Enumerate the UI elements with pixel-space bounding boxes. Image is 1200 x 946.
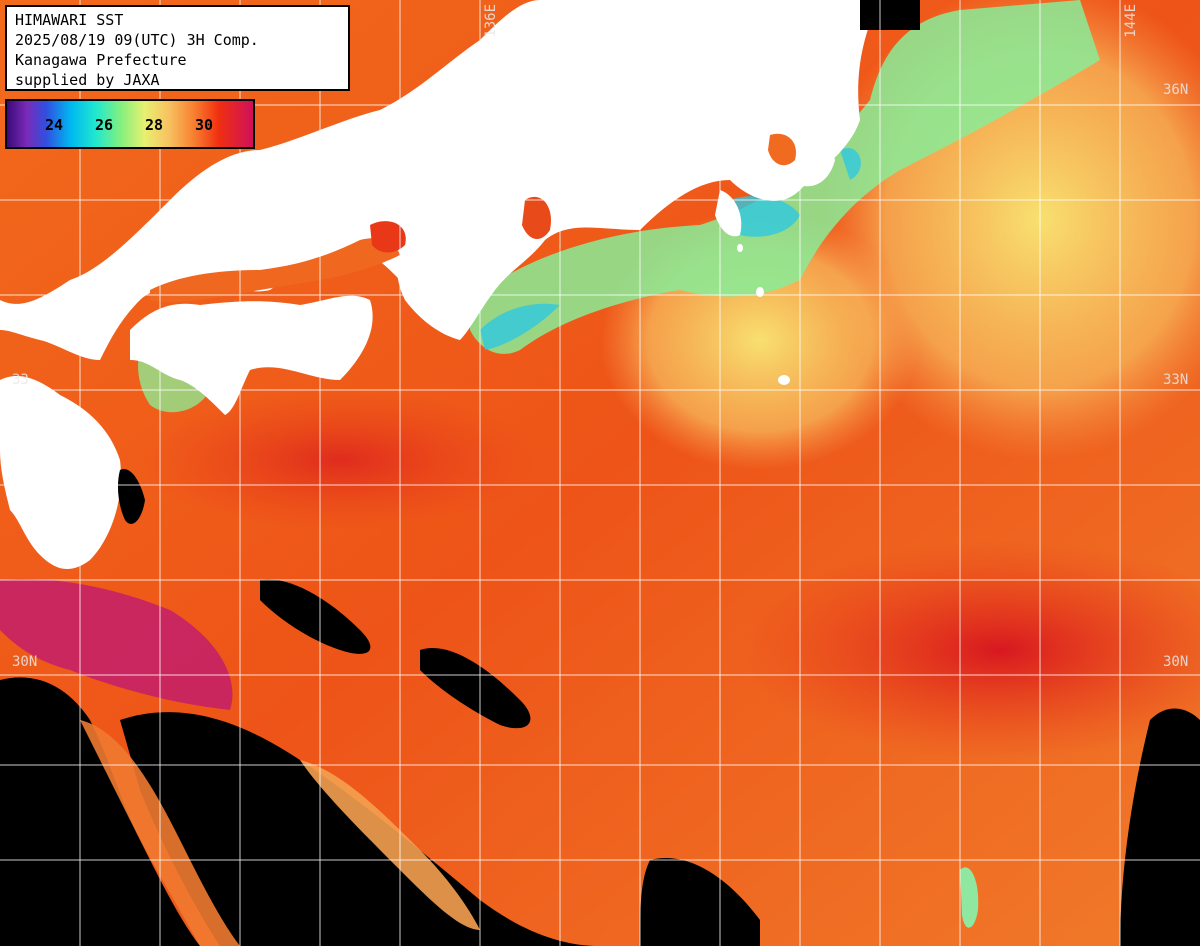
cloud-mask-southwest [0,677,200,946]
label-lat-33-left: 33 [12,372,29,388]
ise-bay [522,196,551,240]
label-lon-144e: 144E [1123,4,1139,38]
land-shikoku [130,295,373,415]
warm-band-south-3 [960,867,979,928]
seto-inland-sea [150,238,400,303]
warm-band-south-2 [300,760,480,930]
agency: Kanagawa Prefecture [15,51,187,69]
cloud-mask-top-corner [860,0,920,30]
island-small-north [568,2,592,22]
island-hachijo [778,375,790,385]
label-lat-30n-right: 30N [1163,654,1189,670]
tokyo-bay [768,133,796,166]
island-miyake [737,244,743,252]
osaka-bay [370,221,406,253]
hot-water-region [740,540,1200,760]
info-box: HIMAWARI SST 2025/08/19 09(UTC) 3H Comp.… [5,5,350,91]
magenta-hot-water [0,579,233,710]
data-source: supplied by JAXA [15,71,160,89]
label-lat-36n: 36N [1163,82,1189,98]
legend-tick-26: 26 [95,116,114,134]
land-kii-peninsula [396,236,466,340]
label-lat-30n-left: 30N [12,654,38,670]
label-lon-136e: 136E [483,4,499,38]
land-honshu [0,0,880,360]
legend-tick-24: 24 [45,116,64,134]
product-title: HIMAWARI SST [15,11,124,29]
timestamp: 2025/08/19 09(UTC) 3H Comp. [15,31,259,49]
cloud-mask-ishigaki [117,469,145,524]
legend-tick-30: 30 [195,116,214,134]
cool-coastal-water [470,0,1100,354]
legend-tick-28: 28 [145,116,164,134]
label-lat-33n-right: 33N [1163,372,1189,388]
land-kyushu [0,375,121,570]
temperature-color-bar: 24 26 28 30 [5,99,255,149]
land-izu-peninsula [715,190,742,237]
